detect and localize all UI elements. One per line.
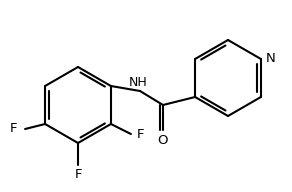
Text: F: F (74, 167, 82, 180)
Text: NH: NH (128, 76, 147, 89)
Text: N: N (266, 52, 276, 65)
Text: O: O (158, 135, 168, 147)
Text: F: F (10, 122, 17, 136)
Text: F: F (137, 128, 145, 142)
